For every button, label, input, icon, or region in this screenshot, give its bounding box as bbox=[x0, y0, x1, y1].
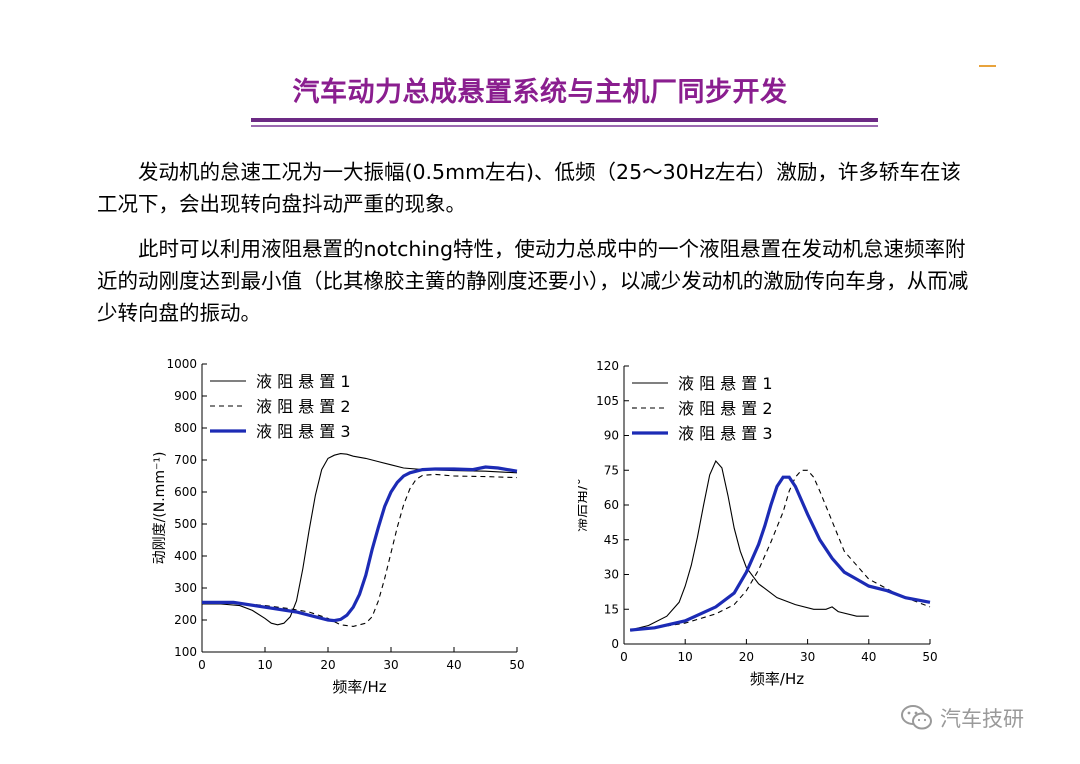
y-tick-label: 700 bbox=[174, 453, 197, 467]
y-axis-label: 滞后角/° bbox=[578, 478, 590, 532]
y-tick-label: 200 bbox=[174, 613, 197, 627]
series-line-3 bbox=[629, 475, 931, 632]
y-tick-label: 300 bbox=[174, 581, 197, 595]
slide-title: 汽车动力总成悬置系统与主机厂同步开发 bbox=[292, 77, 788, 108]
x-tick-label: 0 bbox=[198, 658, 206, 672]
paragraph-notching-feature: 此时可以利用液阻悬置的notching特性，使动力总成中的一个液阻悬置在发动机怠… bbox=[97, 237, 969, 325]
y-tick-label: 600 bbox=[174, 485, 197, 499]
series-line-2 bbox=[202, 473, 518, 627]
x-tick-label: 20 bbox=[739, 650, 754, 664]
x-axis-label: 频率/Hz bbox=[332, 678, 386, 696]
corner-accent-dash bbox=[979, 65, 996, 67]
y-tick-label: 105 bbox=[596, 394, 619, 408]
y-tick-label: 100 bbox=[174, 645, 197, 659]
legend-label-3: 液 阻 悬 置 3 bbox=[678, 424, 773, 443]
x-tick-label: 30 bbox=[383, 658, 398, 672]
legend-label-3: 液 阻 悬 置 3 bbox=[256, 422, 351, 441]
y-tick-label: 90 bbox=[604, 429, 619, 443]
y-tick-label: 900 bbox=[174, 389, 197, 403]
x-tick-label: 10 bbox=[257, 658, 272, 672]
y-tick-label: 45 bbox=[604, 533, 619, 547]
x-tick-label: 30 bbox=[800, 650, 815, 664]
lag-angle-chart-svg: 0 15 30 45 60 75 90 105 120 0 10 20 30 40 50 频率/Hz 滞后角/°… bbox=[574, 359, 938, 688]
x-tick-label: 50 bbox=[509, 658, 524, 672]
dynamic-stiffness-chart-svg: 100 200 300 400 500 600 700 800 900 1000 0 10 20 30 40… bbox=[152, 357, 525, 696]
series-line-1 bbox=[629, 459, 869, 631]
x-tick-label: 20 bbox=[320, 658, 335, 672]
watermark-text: 汽车技研 bbox=[940, 707, 1024, 731]
y-tick-label: 120 bbox=[596, 359, 619, 373]
y-tick-label: 0 bbox=[611, 637, 619, 651]
x-tick-label: 40 bbox=[861, 650, 876, 664]
title-underline-thin bbox=[251, 125, 878, 127]
x-tick-label: 0 bbox=[620, 650, 628, 664]
y-tick-label: 800 bbox=[174, 421, 197, 435]
dynamic-stiffness-chart: 100 200 300 400 500 600 700 800 900 1000 0 10 20 30 40… bbox=[140, 352, 540, 716]
y-tick-label: 15 bbox=[604, 602, 619, 616]
y-tick-label: 60 bbox=[604, 498, 619, 512]
wechat-icon bbox=[901, 705, 932, 730]
legend-label-2: 液 阻 悬 置 2 bbox=[256, 397, 351, 416]
watermark: 汽车技研 bbox=[900, 703, 1024, 733]
y-tick-label: 30 bbox=[604, 568, 619, 582]
x-axis-label: 频率/Hz bbox=[750, 670, 804, 688]
y-axis-label: 动刚度/(N.mm⁻¹) bbox=[152, 452, 168, 565]
lag-angle-chart: 0 15 30 45 60 75 90 105 120 0 10 20 30 40 50 频率/Hz 滞后角/°… bbox=[574, 352, 968, 716]
series-line-1 bbox=[202, 453, 518, 626]
legend-label-1: 液 阻 悬 置 1 bbox=[256, 372, 351, 391]
y-tick-label: 500 bbox=[174, 517, 197, 531]
x-tick-label: 40 bbox=[446, 658, 461, 672]
x-tick-label: 10 bbox=[678, 650, 693, 664]
title-underline-thick bbox=[251, 118, 878, 122]
y-tick-label: 75 bbox=[604, 463, 619, 477]
x-tick-label: 50 bbox=[922, 650, 937, 664]
legend-label-1: 液 阻 悬 置 1 bbox=[678, 374, 773, 393]
y-tick-label: 1000 bbox=[166, 357, 197, 371]
series-line-3 bbox=[202, 465, 518, 623]
paragraph-idle-condition: 发动机的怠速工况为一大振幅(0.5mm左右)、低频（25～30Hz左右）激励，许… bbox=[97, 160, 961, 216]
legend-label-2: 液 阻 悬 置 2 bbox=[678, 399, 773, 418]
y-tick-label: 400 bbox=[174, 549, 197, 563]
